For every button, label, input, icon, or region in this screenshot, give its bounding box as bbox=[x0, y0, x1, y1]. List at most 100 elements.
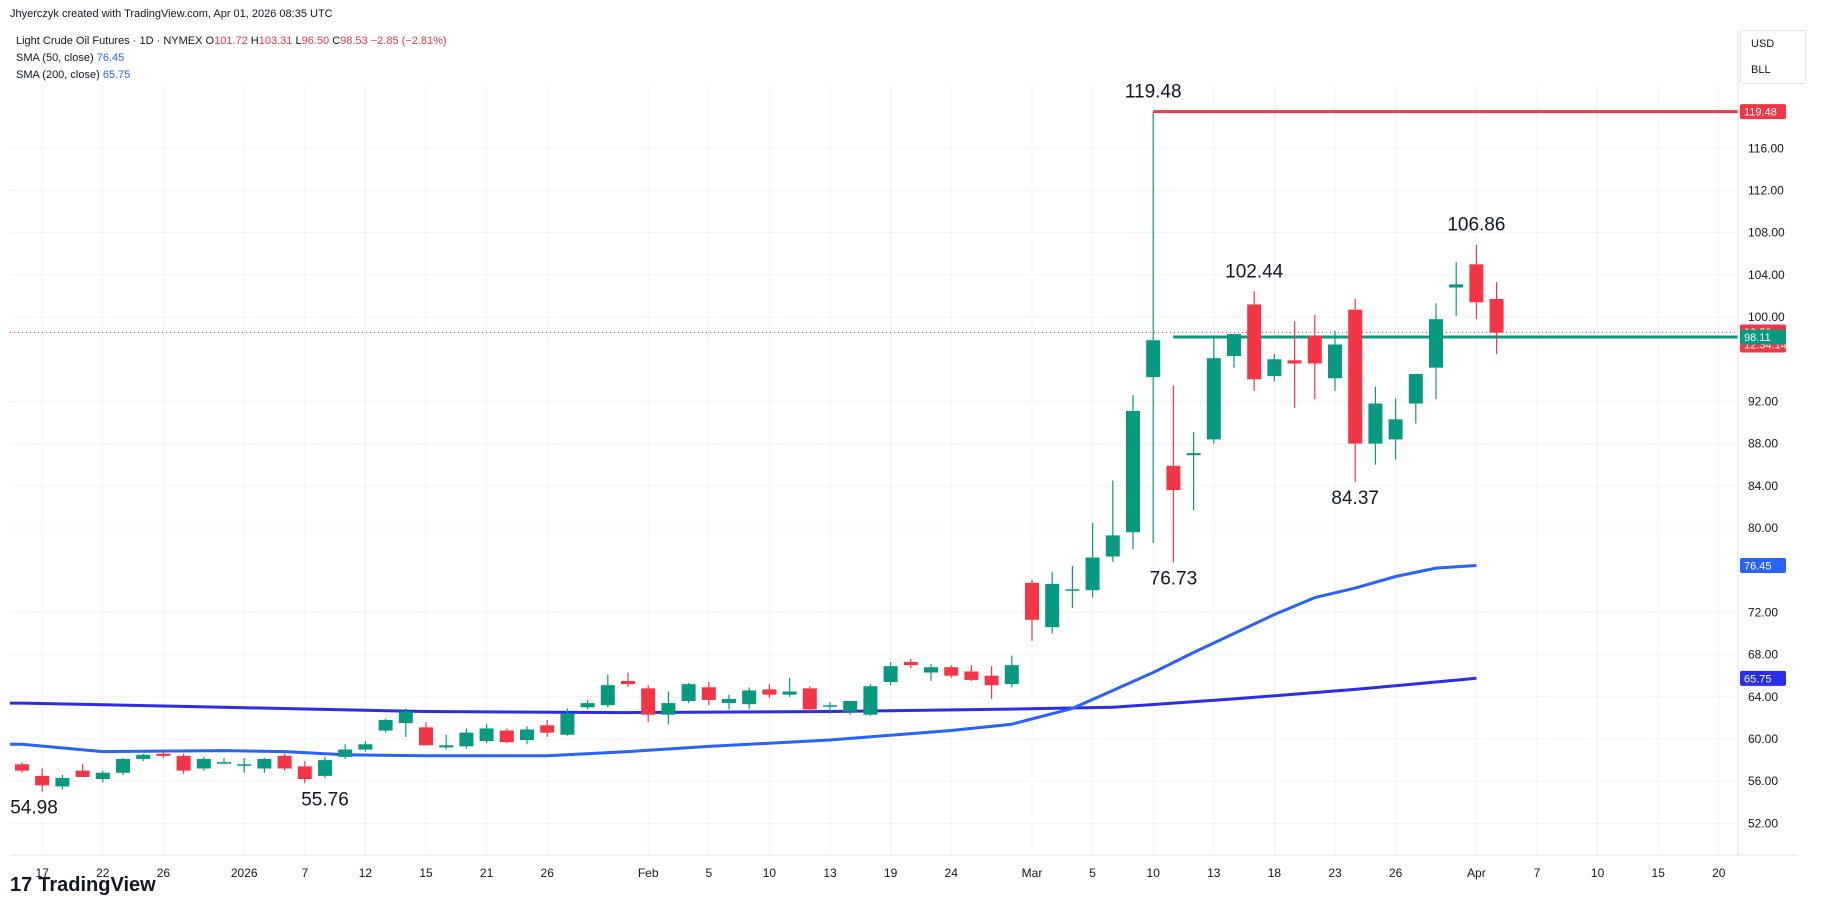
candle-body bbox=[580, 703, 595, 708]
y-tick-label: 88.00 bbox=[1748, 437, 1778, 451]
candle-body bbox=[1126, 410, 1140, 533]
candle bbox=[297, 761, 312, 784]
close-label: C bbox=[332, 35, 341, 47]
candle bbox=[459, 728, 474, 749]
candle-body bbox=[439, 745, 454, 748]
candle bbox=[1085, 522, 1100, 598]
y-tick-label: 72.00 bbox=[1748, 605, 1778, 619]
candle bbox=[762, 684, 777, 698]
price-badge: 98.11 bbox=[1740, 329, 1786, 345]
x-tick-label: 24 bbox=[945, 866, 959, 880]
candle bbox=[1227, 333, 1241, 368]
brand-name: TradingView bbox=[38, 874, 156, 896]
candle bbox=[95, 770, 110, 783]
candle bbox=[964, 665, 979, 681]
candle bbox=[237, 757, 252, 773]
candles bbox=[15, 111, 1504, 792]
change-value: −2.85 (−2.81%) bbox=[370, 35, 447, 47]
symbol-title: Light Crude Oil Futures · 1D · NYMEX bbox=[16, 35, 203, 47]
candle-body bbox=[1287, 360, 1302, 364]
candle-body bbox=[419, 727, 433, 746]
candle bbox=[1025, 579, 1039, 641]
candle bbox=[1328, 330, 1342, 391]
candle-body bbox=[964, 671, 979, 680]
candle bbox=[520, 726, 534, 745]
x-tick-label: 10 bbox=[1147, 866, 1161, 880]
y-tick-label: 68.00 bbox=[1748, 648, 1778, 662]
candle-body bbox=[1328, 344, 1342, 379]
chart-legend: Light Crude Oil Futures · 1D · NYMEX O10… bbox=[16, 33, 447, 84]
x-tick-label: 5 bbox=[1089, 866, 1096, 880]
badge-background bbox=[1740, 557, 1786, 573]
candle-body bbox=[1348, 309, 1363, 444]
candle-body bbox=[378, 719, 393, 731]
candle-body bbox=[217, 762, 231, 764]
candle bbox=[1429, 303, 1443, 400]
candle bbox=[1267, 353, 1282, 382]
x-tick-label: 26 bbox=[1389, 866, 1403, 880]
tradingview-logo[interactable]: 17 TradingView bbox=[10, 874, 156, 897]
candle bbox=[196, 756, 211, 771]
grid-lines bbox=[10, 85, 1738, 855]
candle-body bbox=[136, 754, 151, 760]
candle-body bbox=[520, 729, 534, 741]
x-tick-label: 10 bbox=[763, 866, 777, 880]
candle-body bbox=[1469, 264, 1484, 303]
x-tick-label: 7 bbox=[1534, 866, 1541, 880]
sma200-value: 65.75 bbox=[102, 69, 131, 81]
candle bbox=[802, 686, 817, 712]
y-tick-label: 80.00 bbox=[1748, 521, 1778, 535]
symbol-legend-row[interactable]: Light Crude Oil Futures · 1D · NYMEX O10… bbox=[16, 33, 447, 50]
candle bbox=[217, 757, 231, 765]
unit-label[interactable]: BLL bbox=[1751, 64, 1771, 76]
tv-logo-icon: 17 bbox=[10, 874, 33, 896]
price-annotation: 84.37 bbox=[1331, 488, 1379, 509]
price-annotations: 119.48 102.44 106.86 84.37 76.73 54.98 55.76 bbox=[10, 82, 1505, 819]
x-tick-label: Mar bbox=[1022, 866, 1043, 880]
candle-body bbox=[681, 684, 696, 701]
y-tick-label: 92.00 bbox=[1748, 394, 1778, 408]
candle-body bbox=[15, 764, 29, 771]
candle bbox=[1166, 385, 1181, 563]
candle-body bbox=[843, 701, 858, 712]
sma200-legend-row[interactable]: SMA (200, close) 65.75 bbox=[16, 67, 447, 84]
badge-label: 76.45 bbox=[1744, 560, 1772, 572]
low-label: L bbox=[295, 35, 302, 47]
y-tick-label: 108.00 bbox=[1748, 226, 1785, 240]
x-tick-label: 13 bbox=[823, 866, 837, 880]
candle-body bbox=[903, 661, 918, 666]
candle bbox=[843, 701, 858, 715]
high-value: 103.31 bbox=[258, 35, 293, 47]
price-annotation: 76.73 bbox=[1150, 569, 1198, 590]
candle bbox=[1469, 244, 1484, 320]
candle-body bbox=[156, 753, 171, 756]
candle-body bbox=[924, 667, 938, 673]
candle bbox=[1307, 314, 1322, 400]
badge-label: 65.75 bbox=[1744, 673, 1772, 685]
candle-body bbox=[742, 690, 757, 705]
y-tick-label: 60.00 bbox=[1748, 732, 1778, 746]
candle-body bbox=[782, 691, 797, 695]
price-annotation: 102.44 bbox=[1225, 261, 1284, 282]
candle-body bbox=[1449, 284, 1464, 288]
x-tick-label: Feb bbox=[638, 866, 659, 880]
sma50-legend-row[interactable]: SMA (50, close) 76.45 bbox=[16, 50, 447, 67]
candle-body bbox=[499, 730, 514, 743]
candle bbox=[944, 665, 959, 678]
candle bbox=[318, 756, 332, 778]
currency-unit-selector[interactable]: USD BLL bbox=[1740, 30, 1806, 84]
candle bbox=[1287, 321, 1302, 408]
sma50-value: 76.45 bbox=[96, 52, 125, 64]
candle bbox=[1489, 282, 1504, 354]
sma50-line bbox=[9, 564, 1477, 758]
candle-body bbox=[1146, 340, 1161, 378]
currency-label[interactable]: USD bbox=[1751, 38, 1775, 50]
candle bbox=[1206, 337, 1221, 444]
candle-body bbox=[116, 759, 130, 773]
sma50-label: SMA (50, close) bbox=[16, 52, 94, 64]
candle-body bbox=[1307, 336, 1322, 364]
candle bbox=[540, 719, 555, 737]
candle bbox=[863, 684, 878, 716]
